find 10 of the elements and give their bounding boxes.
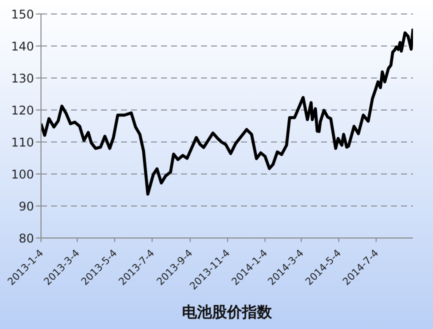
y-tick-label: 120: [11, 103, 34, 118]
line-series: [41, 27, 413, 196]
y-tick-label: 130: [11, 71, 34, 86]
y-tick-label: 80: [18, 231, 34, 246]
y-tick-label: 100: [11, 167, 34, 182]
y-tick-label: 90: [18, 199, 34, 214]
y-tick-label: 110: [11, 135, 34, 150]
y-tick-label: 150: [11, 7, 34, 22]
x-axis-title: 电池股价指数: [182, 303, 273, 321]
y-tick-label: 140: [11, 39, 34, 54]
